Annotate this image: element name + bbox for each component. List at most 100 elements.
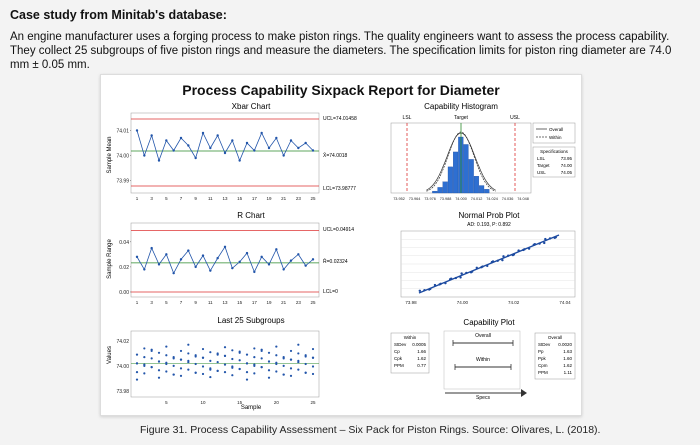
within-cp-value: 1.66 (417, 349, 426, 354)
normal-point (543, 241, 546, 245)
hist-bar (453, 151, 459, 194)
xbar-point (311, 149, 315, 152)
r-ytick-label: 0.00 (119, 290, 129, 296)
hist-lsl-label: LSL (403, 115, 412, 121)
last25-point (157, 360, 161, 363)
last25-point (275, 354, 278, 357)
last25-point (289, 367, 293, 370)
xbar-point (282, 154, 285, 157)
hist-bin-label: 74.000 (455, 197, 467, 201)
last25-point (297, 352, 300, 355)
last25-point (289, 349, 293, 353)
xbar-point (165, 139, 168, 142)
capplot-title: Capability Plot (463, 318, 515, 327)
r-xtick-label: 23 (296, 300, 302, 305)
r-point (267, 263, 271, 266)
normal-point (454, 276, 458, 280)
normal-point (548, 237, 552, 240)
last25-point (165, 361, 168, 364)
last25-point (260, 357, 263, 360)
overall-ppm-value: 1.11 (564, 370, 573, 375)
normal-point (496, 259, 499, 263)
last25-point (179, 349, 183, 353)
normal-point (554, 236, 557, 239)
last25-point (231, 357, 234, 361)
last25-point (267, 376, 271, 379)
last25-point (223, 354, 227, 358)
last25-point (223, 346, 227, 349)
normal-point (533, 243, 537, 246)
r-ylabel: Sample Range (107, 238, 113, 278)
last25-point (297, 359, 300, 362)
r-xtick-label: 11 (208, 300, 213, 305)
last25-point (165, 345, 168, 348)
last25-point (179, 358, 183, 361)
last25-point (157, 376, 161, 379)
last25-point (223, 363, 227, 366)
last25-point (143, 356, 146, 359)
hist-bar (463, 144, 469, 194)
xbar-lcl-label: LCL=73.98777 (323, 186, 356, 192)
last25-point (165, 370, 168, 373)
last25-point (275, 361, 278, 364)
hist-bin-label: 74.024 (486, 197, 498, 201)
xbar-point (253, 149, 256, 152)
xbar-ytick-label: 73.99 (116, 179, 129, 185)
last25-point (157, 351, 161, 354)
within-ppm-value: 0.77 (417, 363, 426, 368)
last25-point (143, 372, 146, 375)
r-point (253, 270, 256, 274)
last25-point (253, 372, 256, 375)
spec-lsl-key: LSL (537, 156, 546, 161)
r-point (245, 251, 249, 255)
capplot-specs-arrow (521, 389, 527, 397)
sixpack-figure: Process Capability Sixpack Report for Di… (100, 74, 582, 416)
xbar-center-label: X̄=74.0018 (323, 152, 348, 159)
normal-point (449, 277, 453, 280)
last25-ytick-label: 74.00 (116, 364, 129, 370)
intro-paragraph: An engine manufacturer uses a forging pr… (10, 31, 672, 71)
last25-point (275, 370, 278, 373)
normal-point (501, 258, 504, 262)
last25-point (311, 347, 315, 351)
last25-point (231, 365, 234, 368)
overall-stdev-key: StDev (538, 342, 551, 347)
normal-point (444, 281, 447, 285)
last25-point (143, 347, 146, 350)
last25-point (238, 367, 241, 371)
xbar-ytick-label: 74.01 (116, 129, 129, 135)
last25-point (187, 368, 190, 371)
normal-point (465, 271, 468, 275)
last25-point (245, 362, 249, 365)
r-point (179, 258, 183, 261)
capplot-area (443, 330, 521, 390)
r-xtick-label: 13 (222, 300, 228, 305)
last25-point (194, 371, 197, 374)
xbar-point (223, 151, 227, 155)
overall-cpm-key: Cpm (538, 363, 548, 368)
xbar-point (267, 146, 271, 150)
normal-point (481, 265, 484, 268)
r-xtick-label: 15 (237, 300, 243, 305)
xbar-point (187, 144, 190, 147)
r-point (282, 268, 285, 271)
xbar-xtick-label: 19 (266, 196, 272, 201)
last25-point (231, 349, 234, 352)
spec-target-value: 74.00 (561, 163, 573, 168)
hist-bar (473, 176, 479, 194)
last25-point (209, 367, 212, 370)
normal-xtick-label: 74.04 (559, 300, 571, 305)
within-cpk-key: Cpk (394, 356, 403, 361)
xbar-point (194, 156, 197, 160)
within-stdev-value: 0.0005 (412, 342, 426, 347)
r-xtick-label: 21 (281, 300, 287, 305)
last25-point (297, 368, 300, 371)
last25-point (179, 367, 183, 370)
r-point (201, 254, 205, 257)
last25-point (253, 363, 256, 366)
hist-bar (432, 190, 438, 194)
last25-point (172, 364, 175, 367)
last25-point (253, 347, 256, 350)
xbar-ytick-label: 74.00 (116, 154, 129, 160)
legend-overall-label: Overall (549, 127, 563, 132)
